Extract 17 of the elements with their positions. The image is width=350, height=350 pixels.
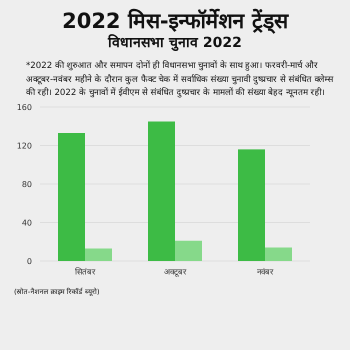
chart-subtitle: विधानसभा चुनाव 2022 (106, 34, 243, 52)
y-tick-label: 120 (16, 140, 32, 150)
bar (175, 240, 202, 260)
y-tick-label: 0 (26, 256, 32, 266)
bar (85, 248, 112, 260)
chart-title: 2022 मिस-इन्फॉर्मेशन ट्रेंड्स (61, 8, 290, 34)
y-tick-label: 160 (16, 102, 32, 112)
bar (238, 148, 265, 260)
bar (58, 132, 85, 260)
bar (265, 247, 292, 260)
y-tick-label: 40 (22, 218, 32, 227)
x-tick-label: नवंबर (257, 267, 274, 276)
y-tick-label: 80 (22, 179, 32, 188)
x-tick-label: अक्टूबर (164, 267, 187, 278)
bar (148, 120, 175, 260)
text: *2022 की शुरुआत और समापन दोनों ही विधानसभा चुनावों के साथ हुआ। फरवरी-मार्च और अक्टूबर-नवंबर महीने के दौरान कुल फैक्ट चेक में सर्वाधिक संख्या चुनावी दुष्प्रचार से संबंधित क्लेम्स की रही। 2022 के चुनावों में ईवीएम से संबंधित दुष्प्रचार के मामलों की संख्या बेहद न्यूनतम रही। (25, 59, 334, 100)
x-tick-label: सितंबर (75, 266, 96, 276)
